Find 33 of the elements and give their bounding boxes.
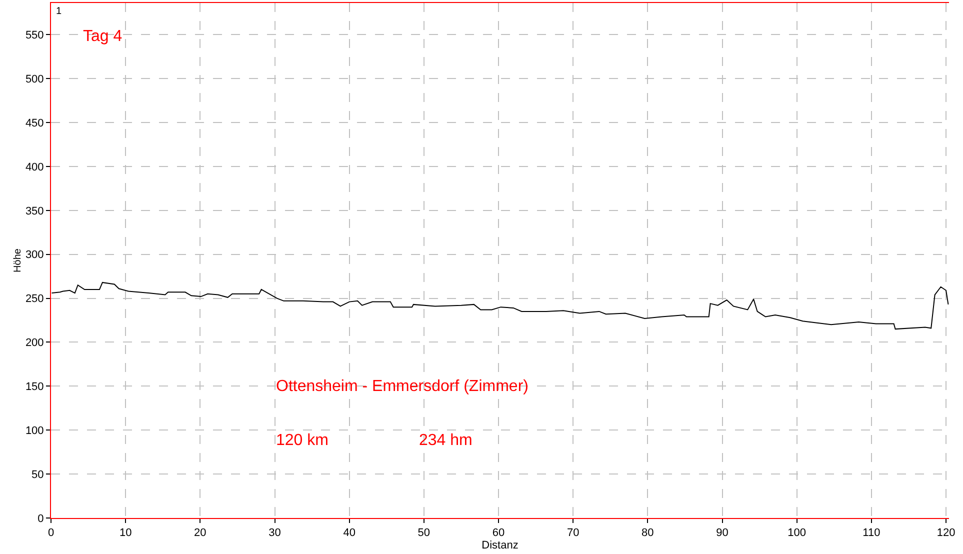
y-tick-label: 0: [38, 512, 44, 525]
y-tick-label: 100: [25, 424, 44, 437]
y-tick-label: 150: [25, 381, 44, 394]
y-axis-title: Höhe: [12, 248, 24, 272]
x-tick-label: 100: [788, 527, 806, 540]
annotation: 1: [56, 6, 62, 17]
y-tick-label: 350: [25, 205, 44, 218]
y-tick-label: 250: [25, 293, 44, 306]
y-tick-label: 500: [25, 73, 44, 86]
x-tick-label: 120: [936, 527, 956, 540]
x-tick-label: 30: [268, 527, 281, 540]
x-tick-label: 40: [343, 527, 356, 540]
annotation: Ottensheim - Emmersdorf (Zimmer): [276, 378, 528, 395]
x-tick-label: 110: [862, 527, 880, 540]
x-tick-label: 20: [194, 527, 206, 540]
x-tick-label: 70: [566, 527, 580, 540]
y-tick-label: 400: [25, 161, 44, 174]
annotation: 120 km: [276, 432, 328, 449]
x-axis-title: Distanz: [482, 539, 518, 552]
y-tick-label: 450: [25, 117, 44, 130]
y-tick-label: 50: [32, 468, 44, 481]
annotation: 234 hm: [419, 432, 472, 449]
x-tick-label: 50: [418, 527, 430, 540]
line-series: [51, 282, 949, 330]
x-tick-label: 60: [492, 527, 505, 540]
y-tick-label: 300: [25, 249, 44, 262]
annotation: Tag 4: [83, 28, 122, 45]
x-tick-label: 10: [119, 527, 132, 540]
y-tick-label: 200: [25, 337, 44, 350]
x-tick-label: 0: [48, 527, 54, 540]
x-tick-label: 80: [642, 527, 654, 540]
y-tick-label: 550: [25, 29, 44, 42]
x-tick-label: 90: [716, 527, 728, 540]
